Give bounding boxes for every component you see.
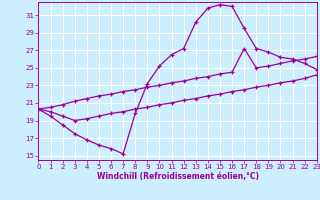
X-axis label: Windchill (Refroidissement éolien,°C): Windchill (Refroidissement éolien,°C): [97, 172, 259, 181]
